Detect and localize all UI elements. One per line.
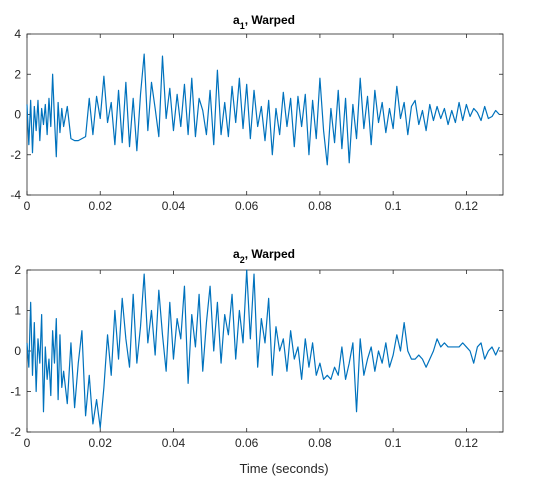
x-tick-label-a2: 0.02	[89, 436, 113, 450]
y-tick-label-a2: -2	[10, 425, 21, 439]
x-tick-label-a2: 0.04	[162, 436, 186, 450]
y-tick-label-a2: -1	[10, 385, 21, 399]
y-tick-label-a1: -2	[10, 148, 21, 162]
subplot-a2-title: a2, Warped	[233, 247, 295, 265]
y-tick-label-a1: 0	[14, 108, 21, 122]
y-tick-label-a2: 2	[14, 263, 21, 277]
y-tick-label-a2: 0	[14, 344, 21, 358]
subplot-a2: a2, Warped Time (seconds) 0 0.02 0.04 0.06 0…	[10, 247, 504, 476]
series-line-a2	[26, 269, 500, 429]
y-tick-label-a1: 2	[14, 67, 21, 81]
x-tick-label-a2: 0.1	[385, 436, 402, 450]
x-tick-label-a1: 0.04	[162, 199, 186, 213]
x-tick-label-a2: 0.08	[308, 436, 332, 450]
x-tick-label-a1: 0	[24, 199, 31, 213]
subplot-a1: a1, Warped 0 0.02 0.04 0.06 0.08 0.1 0.12 -4 -2 0…	[10, 13, 504, 213]
subplot-a1-title: a1, Warped	[233, 13, 295, 31]
x-tick-label-a1: 0.02	[89, 199, 113, 213]
y-tick-label-a1: -4	[10, 188, 21, 202]
x-axis-label: Time (seconds)	[239, 461, 328, 476]
x-tick-label-a1: 0.08	[308, 199, 332, 213]
x-tick-label-a2: 0	[24, 436, 31, 450]
y-tick-label-a2: 1	[14, 304, 21, 318]
x-tick-label-a2: 0.06	[235, 436, 259, 450]
y-tick-label-a1: 4	[14, 27, 21, 41]
x-tick-label-a1: 0.1	[385, 199, 402, 213]
x-tick-label-a1: 0.06	[235, 199, 259, 213]
x-tick-label-a1: 0.12	[455, 199, 479, 213]
series-line-a1	[26, 53, 500, 166]
x-tick-label-a2: 0.12	[455, 436, 479, 450]
plot-area-a2	[26, 269, 504, 433]
